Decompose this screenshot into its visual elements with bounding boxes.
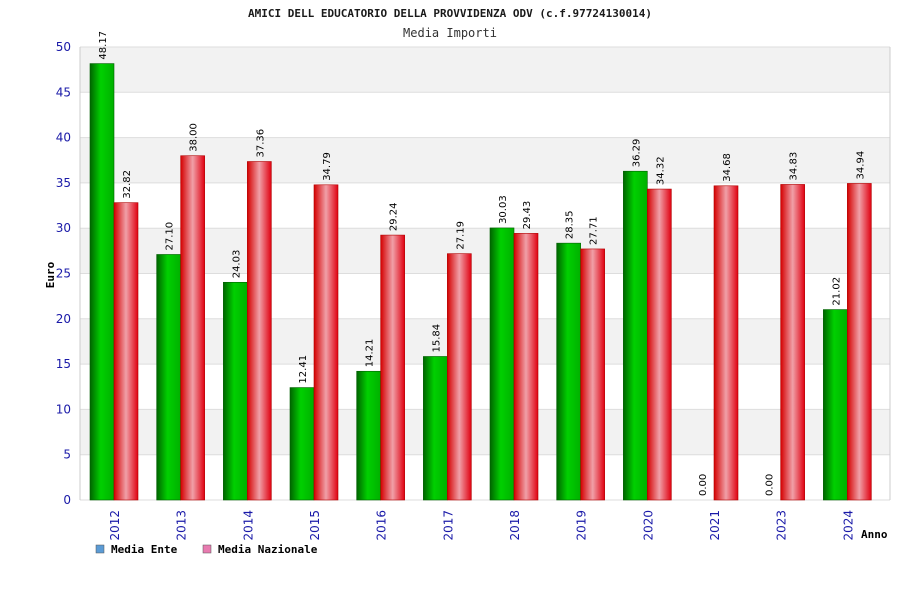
y-tick-label: 35: [56, 176, 71, 190]
bar-media-ente: [823, 309, 848, 501]
x-tick-label: 2014: [241, 510, 255, 541]
legend-swatch: [95, 544, 105, 554]
plot-background: [79, 46, 891, 501]
data-label: 29.43: [522, 201, 533, 230]
x-tick-label: 2017: [441, 510, 455, 541]
y-tick-label: 25: [56, 267, 71, 281]
x-tick-label: 2019: [575, 510, 589, 541]
y-tick-label: 15: [56, 357, 71, 371]
legend: Media Ente Media Nazionale: [95, 543, 318, 556]
y-tick-label: 20: [56, 312, 71, 326]
data-label: 34.32: [655, 156, 666, 185]
bar-media-ente: [423, 356, 448, 501]
data-label: 0.00: [765, 474, 776, 496]
bar-media-ente: [489, 227, 515, 501]
data-label: 14.21: [365, 339, 376, 368]
y-tick-label: 5: [63, 448, 71, 462]
y-tick-label: 40: [56, 131, 71, 145]
data-label: 48.17: [98, 31, 109, 60]
data-label: 27.71: [589, 216, 600, 245]
bar-media-nazionale: [780, 184, 805, 501]
grid-band: [80, 137, 890, 183]
bar-media-ente: [156, 254, 181, 501]
data-label: 27.19: [455, 221, 466, 250]
x-tick-label: 2021: [708, 510, 722, 541]
x-tick-label: 2016: [375, 510, 389, 541]
legend-label: Media Ente: [111, 543, 178, 556]
chart-subtitle: Media Importi: [403, 26, 497, 40]
legend-label: Media Nazionale: [218, 543, 318, 556]
data-label: 37.36: [255, 129, 266, 158]
grid-band: [80, 318, 890, 365]
grid-band: [80, 92, 890, 138]
bar-media-nazionale: [580, 248, 605, 501]
data-label: 36.29: [631, 139, 642, 168]
data-label: 30.03: [498, 195, 509, 224]
legend-swatch: [202, 544, 212, 554]
bar-media-nazionale: [847, 183, 872, 501]
data-label: 34.83: [789, 152, 800, 181]
data-label: 15.84: [431, 324, 442, 353]
grid-band: [80, 273, 890, 319]
data-label: 12.41: [298, 355, 309, 384]
x-axis: 2012 2013 2014 2015 2016 2017 2018 2019 2020 2021…: [108, 510, 855, 541]
x-tick-label: 2023: [775, 510, 789, 541]
data-label: 0.00: [698, 474, 709, 496]
bar-media-nazionale: [247, 161, 272, 501]
data-label: 28.35: [565, 211, 576, 240]
x-tick-label: 2013: [175, 510, 189, 541]
data-label: 24.03: [231, 250, 242, 279]
grid-band: [80, 47, 890, 93]
x-tick-label: 2015: [308, 510, 322, 541]
bar-media-ente: [289, 387, 315, 501]
x-tick-label: 2024: [841, 510, 855, 541]
bar-media-nazionale: [647, 188, 672, 501]
bar-media-nazionale: [447, 253, 472, 501]
data-label: 38.00: [189, 123, 200, 152]
bars: [89, 63, 872, 501]
y-tick-label: 45: [56, 85, 71, 99]
y-axis-label: Euro: [44, 261, 57, 288]
bar-media-nazionale: [380, 234, 405, 501]
x-tick-label: 2012: [108, 510, 122, 541]
x-tick-label: 2020: [641, 510, 655, 541]
data-label: 34.94: [855, 151, 866, 180]
data-label: 29.24: [389, 202, 400, 231]
grid-band: [80, 409, 890, 455]
y-tick-label: 0: [63, 493, 71, 507]
grid-band: [80, 182, 890, 229]
bar-media-ente: [223, 281, 248, 501]
bar-media-nazionale: [313, 184, 339, 501]
grid-band: [80, 454, 890, 500]
y-tick-label: 50: [56, 40, 71, 54]
y-tick-label: 10: [56, 402, 71, 416]
bar-media-ente: [356, 370, 381, 501]
data-label: 34.68: [722, 153, 733, 182]
data-labels: 48.17 32.82 27.10 38.00 24.03 37.36 12.41 34.79…: [98, 31, 866, 496]
chart-title: AMICI DELL EDUCATORIO DELLA PROVVIDENZA …: [248, 7, 652, 20]
bar-media-ente: [623, 170, 648, 501]
bar-media-nazionale: [113, 202, 139, 501]
data-label: 21.02: [831, 277, 842, 306]
y-tick-label: 30: [56, 221, 71, 235]
bar-media-ente: [89, 63, 115, 501]
bar-media-nazionale: [513, 233, 539, 501]
x-axis-label: Anno: [861, 528, 888, 541]
bar-media-ente: [556, 242, 581, 501]
x-tick-label: 2018: [508, 510, 522, 541]
data-label: 34.79: [322, 152, 333, 181]
grid-band: [80, 228, 890, 274]
y-axis: 0 5 10 15 20 25 30 35 40 45 50: [56, 40, 71, 507]
data-label: 32.82: [122, 170, 133, 199]
grid-band: [80, 364, 890, 410]
bar-media-nazionale: [713, 185, 739, 501]
data-label: 27.10: [165, 222, 176, 251]
bar-media-nazionale: [180, 155, 205, 501]
